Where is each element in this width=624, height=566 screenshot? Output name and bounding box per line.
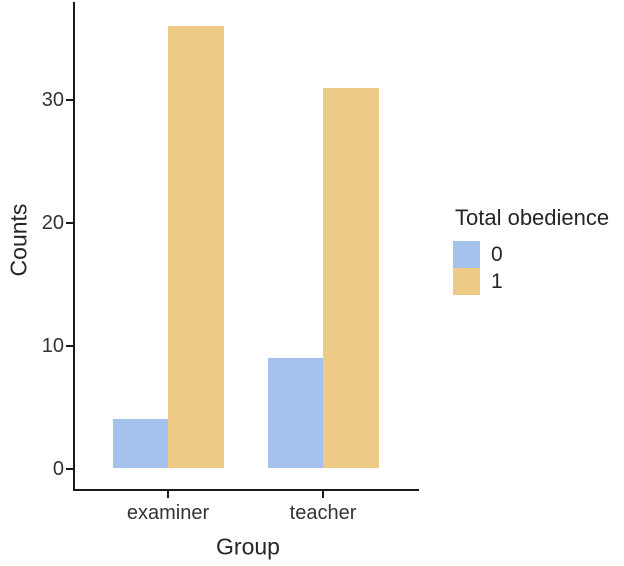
x-axis-line (73, 489, 419, 491)
x-tick-examiner (167, 491, 169, 498)
y-tick-label-30: 30 (41, 89, 64, 112)
y-tick-label-0: 0 (52, 457, 64, 480)
y-axis-title: Counts (5, 203, 32, 277)
bar-teacher-1 (323, 87, 379, 469)
bar-teacher-0 (267, 357, 323, 469)
legend-swatch-1-icon (453, 268, 480, 295)
legend-label-0: 0 (491, 242, 503, 266)
x-axis-title: Group (216, 533, 280, 560)
bar-examiner-0 (112, 419, 168, 469)
legend-title: Total obedience (455, 205, 610, 230)
x-tick-teacher (322, 491, 324, 498)
legend-item-0: 0 (453, 241, 609, 268)
y-tick-20 (66, 221, 73, 224)
legend-items: 0 1 (453, 241, 609, 295)
legend-item-1: 1 (453, 268, 609, 295)
y-tick-30 (66, 99, 73, 102)
y-axis-line (73, 2, 75, 491)
bar-examiner-1 (168, 26, 224, 469)
legend: Total obedience 0 1 (453, 205, 609, 295)
y-tick-label-10: 10 (41, 334, 64, 357)
x-tick-label-examiner: examiner (126, 502, 210, 524)
y-tick-label-20: 20 (41, 211, 64, 234)
x-tick-label-teacher: teacher (289, 502, 357, 524)
legend-swatch-0-icon (453, 241, 480, 268)
legend-label-1: 1 (491, 269, 503, 293)
y-tick-10 (66, 344, 73, 347)
y-tick-0 (66, 467, 73, 470)
